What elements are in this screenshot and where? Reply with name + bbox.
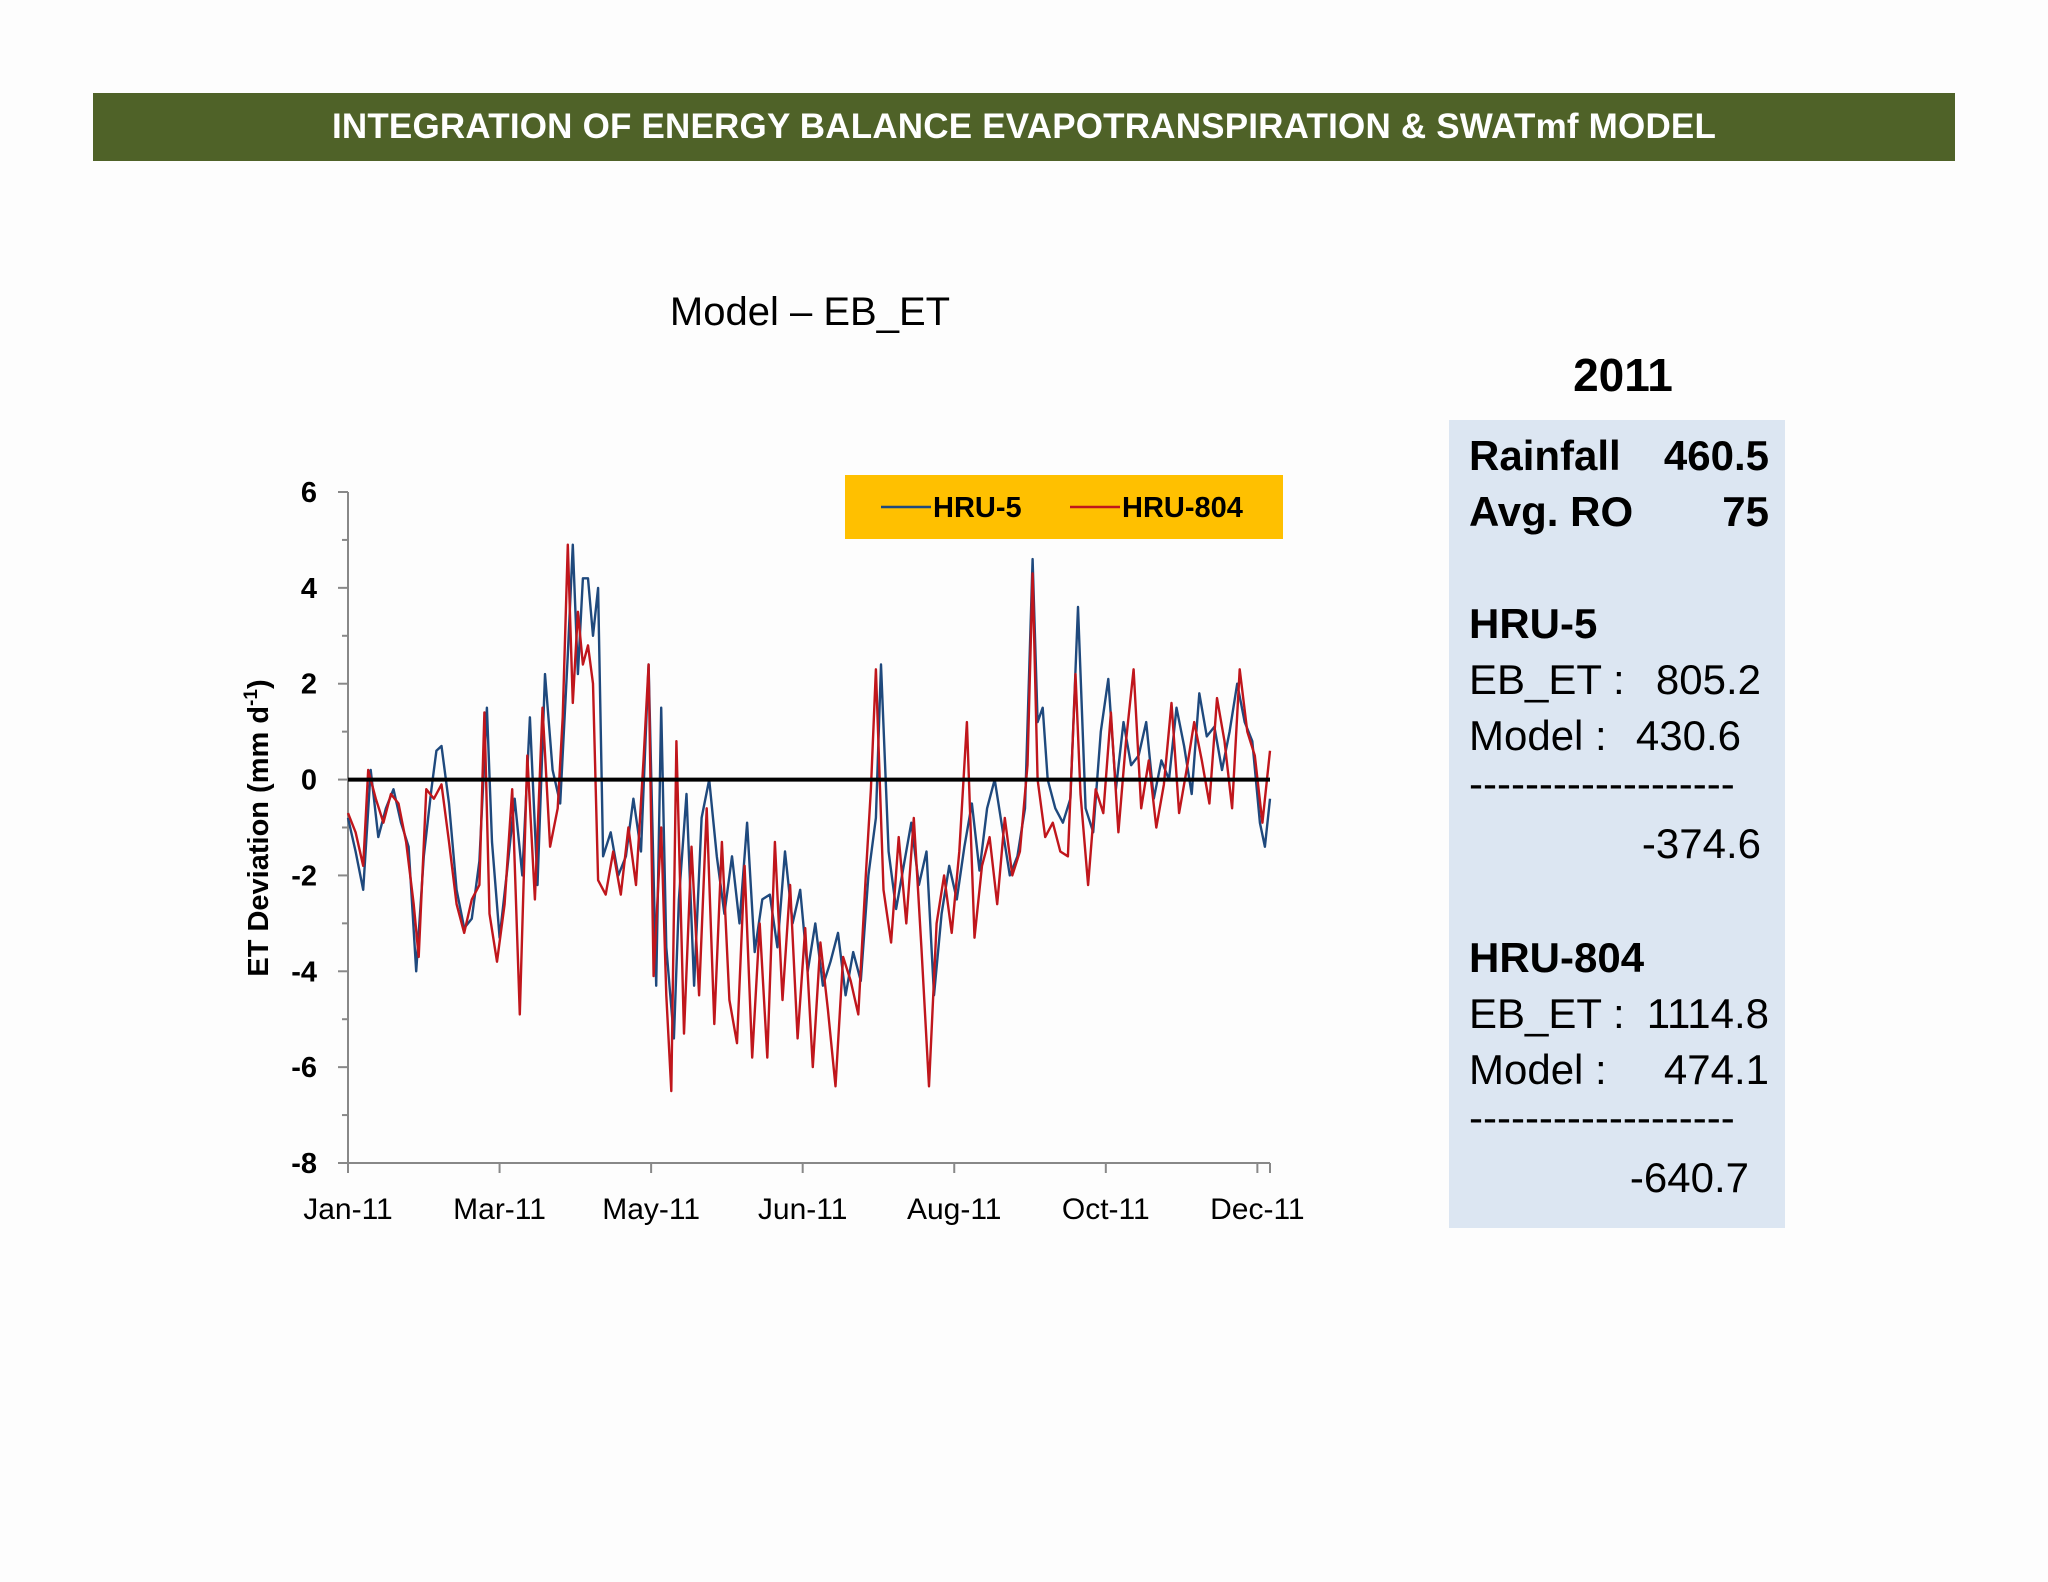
y-axis-label: ET Deviation (mm d-1) [241, 679, 275, 976]
y-axis-label-main: ET Deviation (mm d [243, 706, 275, 977]
avg-ro-value: 75 [1722, 488, 1769, 535]
hru5-model-label: Model : [1469, 712, 1607, 759]
hru804-model-value: 474.1 [1663, 1046, 1769, 1093]
hru804-ebet-value: 1114.8 [1646, 990, 1769, 1037]
rainfall-value: 460.5 [1663, 432, 1769, 479]
hru804-separator-text: ------------------- [1469, 1094, 1735, 1141]
title-banner: INTEGRATION OF ENERGY BALANCE EVAPOTRANS… [93, 93, 1955, 161]
y-tick-label: -6 [291, 1052, 317, 1084]
hru804-diff-value: -640.7 [1629, 1154, 1749, 1201]
x-tick-label: Mar-11 [453, 1193, 546, 1226]
chart-title: Model – EB_ET [669, 290, 951, 334]
hru5-diff-value: -374.6 [1641, 820, 1761, 867]
legend-label-hru-5: HRU-5 [933, 492, 1022, 524]
y-tick-label: 2 [301, 669, 317, 701]
avg-ro-label: Avg. RO [1469, 488, 1634, 535]
x-tick-label: Jun-11 [758, 1193, 848, 1226]
legend-label-hru-804: HRU-804 [1122, 492, 1243, 524]
hru5-ebet-label: EB_ET : [1469, 656, 1625, 703]
x-tick-label: May-11 [602, 1193, 700, 1226]
y-tick-label: -4 [291, 956, 317, 988]
x-tick-label: Oct-11 [1062, 1193, 1150, 1226]
y-tick-label: 6 [301, 477, 317, 509]
rainfall-label: Rainfall [1469, 432, 1621, 479]
y-axis-label-exp: -1 [241, 689, 262, 706]
hru5-heading-text: HRU-5 [1469, 600, 1598, 647]
banner-title: INTEGRATION OF ENERGY BALANCE EVAPOTRANS… [331, 107, 1717, 146]
hru804-heading-text: HRU-804 [1469, 934, 1645, 981]
y-axis-label-close: ) [243, 679, 275, 689]
summary-panel: Rainfall 460.5 Avg. RO 75 HRU-5 EB_ET : … [1449, 420, 1785, 1228]
x-tick-label: Aug-11 [907, 1193, 1002, 1226]
x-tick-label: Dec-11 [1210, 1193, 1304, 1226]
summary-year: 2011 [1573, 349, 1673, 401]
hru804-ebet-label: EB_ET : [1469, 990, 1625, 1037]
y-tick-label: -2 [291, 860, 317, 892]
hru5-model-value: 430.6 [1635, 712, 1741, 759]
y-tick-label: -8 [291, 1148, 317, 1180]
y-tick-label: 0 [301, 765, 317, 797]
hru804-model-label: Model : [1469, 1046, 1607, 1093]
y-tick-label: 4 [301, 573, 317, 605]
hru5-ebet-value: 805.2 [1655, 656, 1761, 703]
x-tick-label: Jan-11 [303, 1193, 393, 1226]
hru5-separator-text: ------------------- [1469, 760, 1735, 807]
series-line-hru-804 [346, 543, 1272, 1093]
